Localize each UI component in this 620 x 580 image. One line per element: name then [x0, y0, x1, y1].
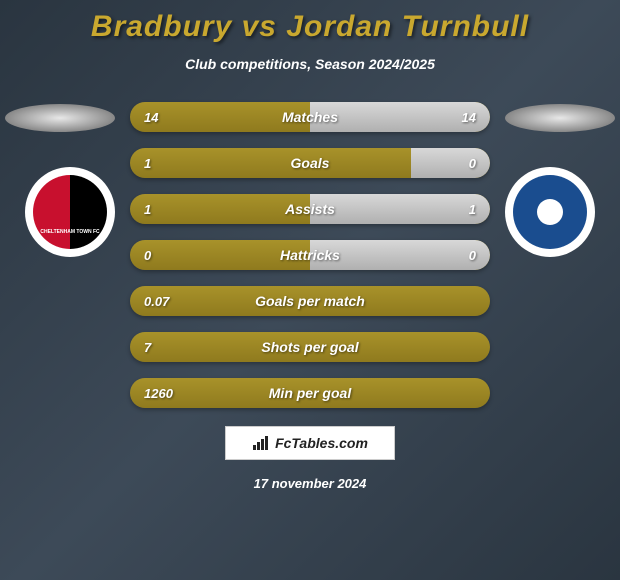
stat-label: Goals per match — [130, 293, 490, 309]
stats-container: 14Matches141Goals01Assists10Hattricks00.… — [130, 102, 490, 408]
date-label: 17 november 2024 — [0, 476, 620, 491]
club-left-label: CHELTENHAM TOWN FC — [33, 229, 107, 235]
stat-label: Matches — [130, 109, 490, 125]
stat-right-value: 0 — [469, 156, 476, 171]
stat-label: Min per goal — [130, 385, 490, 401]
ball-icon — [537, 199, 563, 225]
stat-row: 1Assists1 — [130, 194, 490, 224]
club-badge-tranmere — [513, 175, 587, 249]
comparison-area: CHELTENHAM TOWN FC 14Matches141Goals01As… — [0, 102, 620, 408]
stat-right-value: 14 — [462, 110, 476, 125]
stat-label: Shots per goal — [130, 339, 490, 355]
stat-label: Hattricks — [130, 247, 490, 263]
brand-watermark: FcTables.com — [225, 426, 395, 460]
stat-row: 1Goals0 — [130, 148, 490, 178]
brand-text: FcTables.com — [275, 435, 368, 451]
stat-row: 0Hattricks0 — [130, 240, 490, 270]
stat-label: Goals — [130, 155, 490, 171]
stat-row: 1260Min per goal — [130, 378, 490, 408]
club-badge-cheltenham: CHELTENHAM TOWN FC — [33, 175, 107, 249]
stat-label: Assists — [130, 201, 490, 217]
subtitle: Club competitions, Season 2024/2025 — [0, 56, 620, 72]
stat-right-value: 1 — [469, 202, 476, 217]
club-logo-right — [505, 167, 595, 257]
chart-icon — [252, 436, 270, 450]
player-shadow-right — [505, 104, 615, 132]
stat-row: 7Shots per goal — [130, 332, 490, 362]
club-logo-left: CHELTENHAM TOWN FC — [25, 167, 115, 257]
page-title: Bradbury vs Jordan Turnbull — [0, 0, 620, 44]
stat-row: 0.07Goals per match — [130, 286, 490, 316]
stat-right-value: 0 — [469, 248, 476, 263]
stat-row: 14Matches14 — [130, 102, 490, 132]
player-shadow-left — [5, 104, 115, 132]
